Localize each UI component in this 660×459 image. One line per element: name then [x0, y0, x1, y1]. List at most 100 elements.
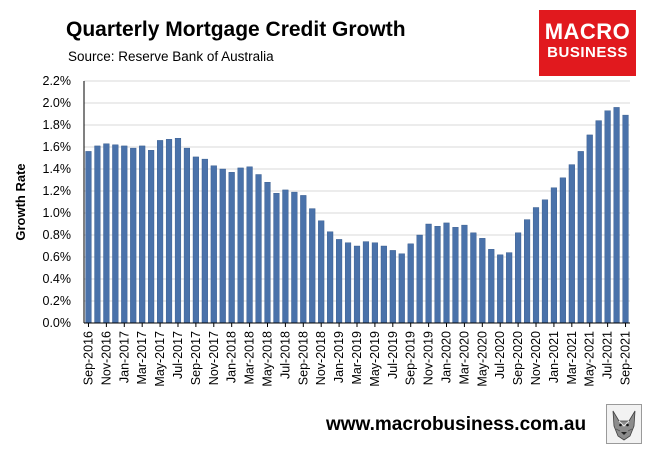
- x-tick-label: Sep-2017: [189, 331, 203, 385]
- bar: [246, 166, 253, 324]
- bar: [121, 145, 128, 324]
- bar: [165, 139, 173, 324]
- bar: [515, 232, 522, 324]
- bar: [506, 252, 513, 324]
- bar: [219, 168, 226, 324]
- x-tick-label: Jul-2019: [386, 331, 400, 379]
- x-tick-label: Sep-2020: [511, 331, 525, 385]
- x-tick-label: Mar-2019: [350, 331, 364, 385]
- x-tick-label: Jul-2017: [171, 331, 185, 379]
- bar: [577, 151, 584, 324]
- bar: [255, 174, 262, 324]
- bar: [568, 164, 575, 324]
- bar: [103, 143, 110, 324]
- x-tick-label: Mar-2017: [135, 331, 149, 385]
- x-tick-label: Jul-2018: [278, 331, 292, 379]
- x-tick-label: Jul-2020: [493, 331, 507, 379]
- bar: [85, 151, 92, 324]
- y-axis-label: Growth Rate: [13, 163, 28, 240]
- bar: [157, 140, 164, 324]
- bar: [380, 245, 387, 324]
- x-tick-label: Mar-2020: [457, 331, 471, 385]
- logo-line-2: BUSINESS: [547, 44, 628, 61]
- bar: [174, 137, 182, 324]
- y-tick-label: 0.4%: [43, 272, 72, 286]
- bar: [336, 239, 343, 324]
- bar: [416, 234, 423, 324]
- bar: [264, 181, 271, 324]
- bar: [407, 243, 414, 324]
- y-tick-label: 1.8%: [43, 118, 72, 132]
- bar: [524, 219, 531, 324]
- x-tick-label: Sep-2018: [296, 331, 310, 385]
- bar: [613, 107, 620, 324]
- bar: [479, 238, 486, 324]
- logo-line-1: MACRO: [544, 19, 631, 44]
- bar: [237, 167, 244, 324]
- x-tick-label: May-2021: [583, 331, 597, 387]
- chart-source: Source: Reserve Bank of Australia: [68, 49, 274, 64]
- bar: [183, 147, 191, 324]
- bar: [130, 147, 137, 324]
- y-tick-label: 0.0%: [43, 316, 72, 330]
- bar: [291, 191, 298, 324]
- x-tick-label: Jan-2021: [547, 331, 561, 383]
- bar: [94, 145, 101, 324]
- bar: [398, 253, 405, 324]
- x-tick-label: Nov-2016: [99, 331, 113, 385]
- bar: [425, 223, 432, 324]
- x-tick-label: Nov-2017: [207, 331, 221, 385]
- bar: [371, 242, 378, 324]
- bar: [595, 120, 602, 324]
- bar: [192, 156, 199, 324]
- macrobusiness-logo: MACRO BUSINESS: [539, 10, 636, 76]
- bar: [541, 199, 549, 324]
- bar: [488, 249, 495, 324]
- x-tick-label: May-2019: [368, 331, 382, 387]
- bar: [452, 227, 459, 324]
- x-tick-label: May-2020: [475, 331, 489, 387]
- bar: [273, 192, 280, 324]
- bar: [300, 195, 307, 324]
- x-tick-label: Jan-2018: [225, 331, 239, 383]
- x-tick-label: Mar-2018: [243, 331, 257, 385]
- x-tick-label: Nov-2018: [314, 331, 328, 385]
- x-tick-label: Jul-2021: [601, 331, 615, 379]
- bar: [532, 207, 540, 324]
- footer-url: www.macrobusiness.com.au: [326, 414, 587, 435]
- x-tick-label: Mar-2021: [565, 331, 579, 385]
- bar: [362, 241, 370, 324]
- x-tick-label: Nov-2020: [529, 331, 543, 385]
- y-tick-label: 1.2%: [43, 184, 72, 198]
- bar: [586, 134, 593, 324]
- bar: [344, 242, 352, 324]
- bar: [559, 177, 566, 324]
- y-tick-label: 1.6%: [43, 140, 72, 154]
- x-tick-label: Sep-2016: [81, 331, 95, 385]
- bar: [112, 144, 119, 324]
- bar: [201, 158, 208, 324]
- x-tick-label: Nov-2019: [422, 331, 436, 385]
- y-tick-label: 0.6%: [43, 250, 72, 264]
- bar: [282, 189, 289, 324]
- bar: [434, 225, 441, 324]
- axes: 0.0% 0.2% 0.4% 0.6% 0.8% 1.0% 1.2% 1.4% 1.6% 1.8%…: [43, 74, 633, 387]
- bar: [139, 145, 146, 324]
- x-tick-label: May-2018: [260, 331, 274, 387]
- bar: [327, 231, 334, 324]
- y-tick-label: 2.2%: [43, 74, 72, 88]
- x-tick-label: Jan-2019: [332, 331, 346, 383]
- y-tick-label: 0.8%: [43, 228, 72, 242]
- x-tick-label: Jan-2020: [440, 331, 454, 383]
- y-tick-label: 0.2%: [43, 294, 72, 308]
- y-tick-label: 2.0%: [43, 96, 72, 110]
- bar: [309, 208, 316, 324]
- bars: [85, 107, 629, 324]
- bar: [210, 165, 217, 324]
- x-tick-label: Sep-2021: [619, 331, 633, 385]
- bar: [389, 250, 396, 324]
- chart-title: Quarterly Mortgage Credit Growth: [66, 18, 406, 41]
- bar: [148, 150, 155, 324]
- wolf-mascot-icon: [606, 404, 642, 444]
- bar: [443, 222, 450, 324]
